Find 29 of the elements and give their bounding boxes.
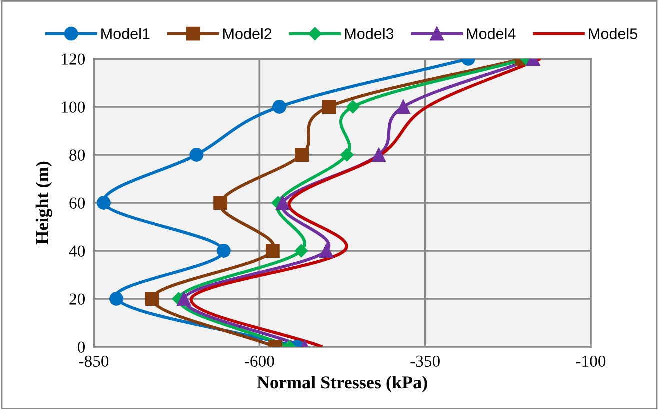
y-tick-label: 20	[70, 294, 86, 305]
y-tick-label: 40	[69, 246, 86, 257]
y-tick-label: 100	[62, 102, 86, 113]
x-tick-label: -100	[576, 356, 606, 368]
y-tick-label: 80	[70, 150, 86, 161]
legend-label: Model1	[102, 28, 150, 40]
x-tick-label: -350	[410, 356, 440, 368]
y-tick-label: 60	[70, 198, 86, 209]
y-tick-label: 0	[78, 342, 86, 353]
point	[216, 244, 231, 258]
point	[266, 244, 280, 258]
point	[320, 244, 334, 258]
y-tick-label: 120	[62, 54, 86, 65]
legend-label: Model5	[589, 28, 638, 40]
point	[294, 244, 308, 258]
point	[276, 196, 290, 210]
point	[214, 196, 228, 210]
point	[190, 148, 204, 162]
y-axis-title: Height (m)	[36, 162, 52, 245]
legend-label: Model3	[345, 28, 394, 40]
legend-label: Model4	[467, 28, 516, 40]
point	[340, 148, 354, 162]
point	[295, 148, 310, 162]
x-axis-title: Normal Stresses (kPa)	[257, 376, 428, 392]
x-tick-label: -600	[245, 356, 274, 368]
point	[372, 148, 386, 162]
point	[96, 196, 111, 210]
x-tick-label: -850	[79, 356, 109, 368]
legend-label: Model2	[224, 28, 272, 40]
